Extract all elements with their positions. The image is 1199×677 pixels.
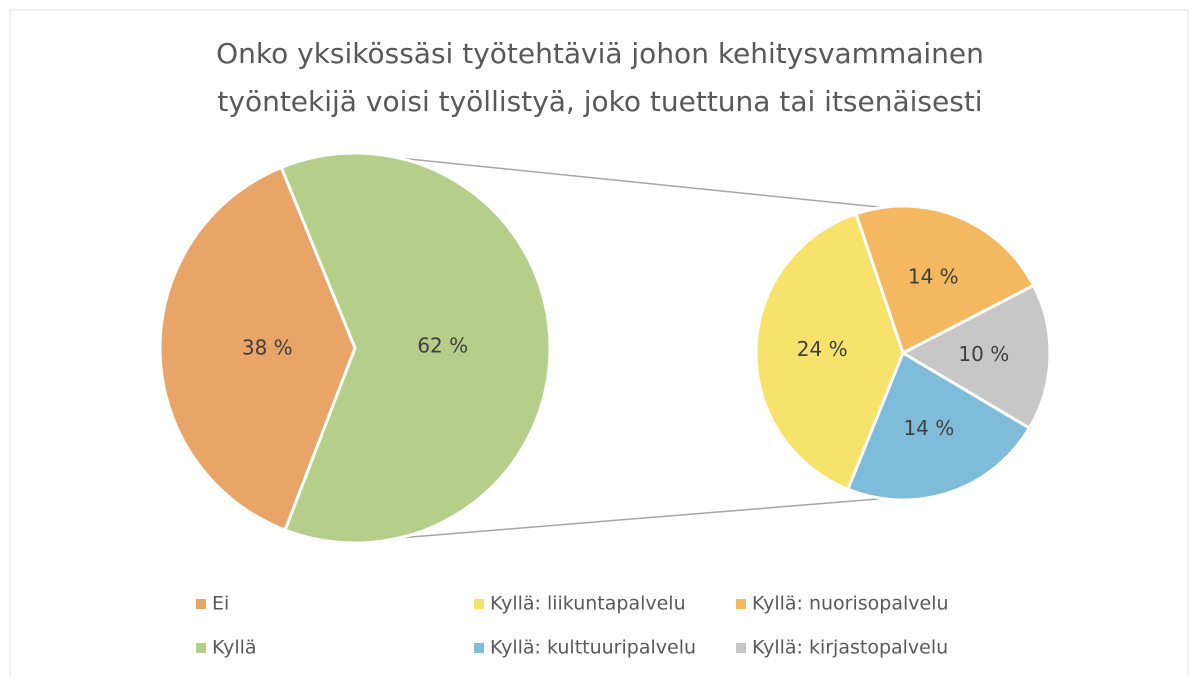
legend-label: Kyllä: kulttuuripalvelu — [490, 637, 696, 659]
connector-line — [398, 497, 883, 539]
data-label: 14 % — [908, 265, 959, 289]
pie-slice — [899, 283, 1052, 431]
pie-slice — [279, 151, 552, 545]
legend-label: Kyllä — [212, 637, 257, 659]
legend-swatch — [196, 599, 206, 609]
connector-line — [398, 157, 883, 209]
legend-label: Kyllä: kirjastopalvelu — [752, 637, 948, 659]
legend-swatch — [196, 643, 206, 653]
legend-swatch — [736, 643, 746, 653]
legend-swatch — [736, 599, 746, 609]
pie-slice — [854, 204, 1036, 356]
legend-label: Ei — [212, 593, 229, 615]
data-label: 62 % — [417, 334, 468, 358]
data-label: 24 % — [797, 337, 848, 361]
pie-slice — [158, 165, 357, 532]
data-label: 38 % — [242, 335, 293, 359]
chart-title: Onko yksikössäsi työtehtäviä johon kehit… — [216, 37, 984, 118]
pie-slice — [754, 211, 905, 492]
legend-swatch — [474, 643, 484, 653]
pie-slice — [845, 350, 1032, 502]
legend-label: Kyllä: liikuntapalvelu — [490, 593, 686, 615]
data-label: 14 % — [903, 416, 954, 440]
legend-label: Kyllä: nuorisopalvelu — [752, 593, 949, 615]
legend-swatch — [474, 599, 484, 609]
data-label: 10 % — [958, 342, 1009, 366]
